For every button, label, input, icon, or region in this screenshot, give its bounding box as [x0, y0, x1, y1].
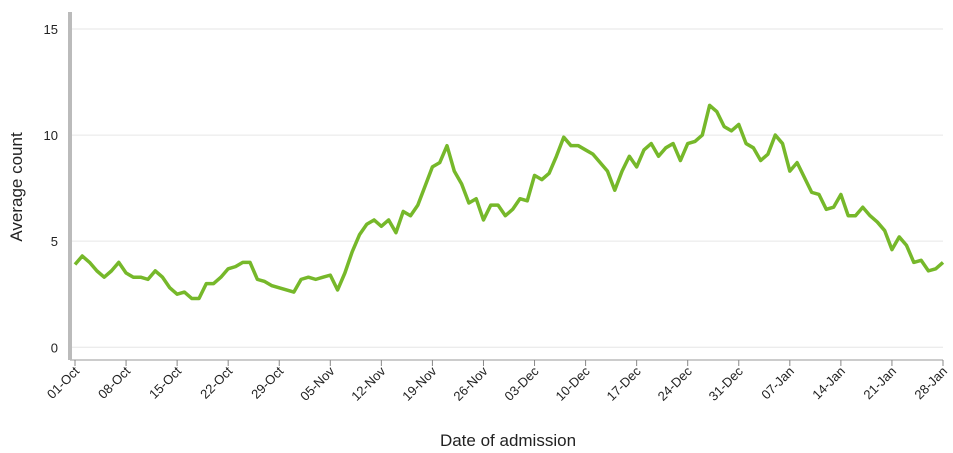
data-line: [73, 103, 945, 301]
x-tick-label: 07-Jan: [758, 364, 797, 403]
x-tick-label: 05-Nov: [297, 363, 338, 404]
x-tick-label: 12-Nov: [348, 363, 389, 404]
x-tick-label: 22-Oct: [197, 363, 235, 401]
x-tick-label: 28-Jan: [911, 364, 950, 403]
x-tick-label: 31-Dec: [706, 363, 747, 404]
x-tick-label: 19-Nov: [399, 363, 440, 404]
x-tick-label: 24-Dec: [655, 363, 696, 404]
x-tick-label: 03-Dec: [501, 363, 542, 404]
y-axis-title: Average count: [7, 132, 26, 242]
x-tick-label: 14-Jan: [809, 364, 848, 403]
x-tick-label: 26-Nov: [450, 363, 491, 404]
x-tick-label: 01-Oct: [44, 363, 82, 401]
x-tick-label: 10-Dec: [552, 363, 593, 404]
x-tick-label: 08-Oct: [95, 363, 133, 401]
y-tick-label: 15: [44, 22, 58, 37]
y-tick-label: 10: [44, 128, 58, 143]
x-tick-label: 15-Oct: [146, 363, 184, 401]
y-tick-label: 5: [51, 234, 58, 249]
y-tick-label: 0: [51, 340, 58, 355]
x-tick-label: 29-Oct: [248, 363, 286, 401]
x-tick-label: 21-Jan: [860, 364, 899, 403]
x-tick-label: 17-Dec: [604, 363, 645, 404]
x-axis-title: Date of admission: [440, 431, 576, 450]
